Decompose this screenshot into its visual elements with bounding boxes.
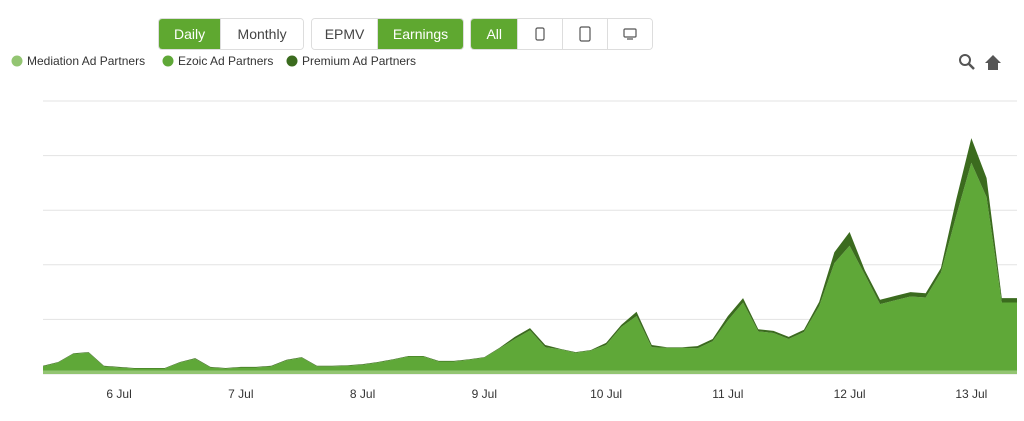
x-tick-label: 10 Jul xyxy=(590,387,622,401)
period-toggle: Daily Monthly xyxy=(158,18,304,50)
zoom-icon[interactable] xyxy=(959,54,975,70)
legend-swatch xyxy=(162,55,174,67)
legend-swatch xyxy=(286,55,298,67)
monthly-button[interactable]: Monthly xyxy=(221,19,303,49)
desktop-button[interactable] xyxy=(607,19,652,49)
area xyxy=(43,162,1017,371)
area xyxy=(43,370,1017,374)
x-tick-label: 12 Jul xyxy=(834,387,866,401)
mobile-button[interactable] xyxy=(518,19,563,49)
legend-swatch xyxy=(11,55,23,67)
legend-label: Premium Ad Partners xyxy=(302,54,416,68)
x-tick-label: 11 Jul xyxy=(712,387,743,401)
tablet-button[interactable] xyxy=(563,19,608,49)
home-icon[interactable] xyxy=(985,55,1001,70)
x-tick-label: 9 Jul xyxy=(472,387,497,401)
legend-label: Ezoic Ad Partners xyxy=(178,54,273,68)
x-tick-label: 8 Jul xyxy=(350,387,375,401)
daily-button[interactable]: Daily xyxy=(159,19,222,49)
legend-label: Mediation Ad Partners xyxy=(27,54,145,68)
metric-toggle: EPMV Earnings xyxy=(311,18,464,50)
desktop-icon xyxy=(623,28,637,40)
device-toggle: All xyxy=(470,18,653,50)
x-tick-label: 13 Jul xyxy=(955,387,987,401)
epmv-button[interactable]: EPMV xyxy=(312,19,379,49)
mobile-icon xyxy=(535,27,545,41)
x-tick-label: 7 Jul xyxy=(228,387,253,401)
all-button[interactable]: All xyxy=(471,19,519,49)
x-tick-label: 6 Jul xyxy=(106,387,131,401)
earnings-button[interactable]: Earnings xyxy=(378,19,463,49)
tablet-icon xyxy=(579,26,591,42)
